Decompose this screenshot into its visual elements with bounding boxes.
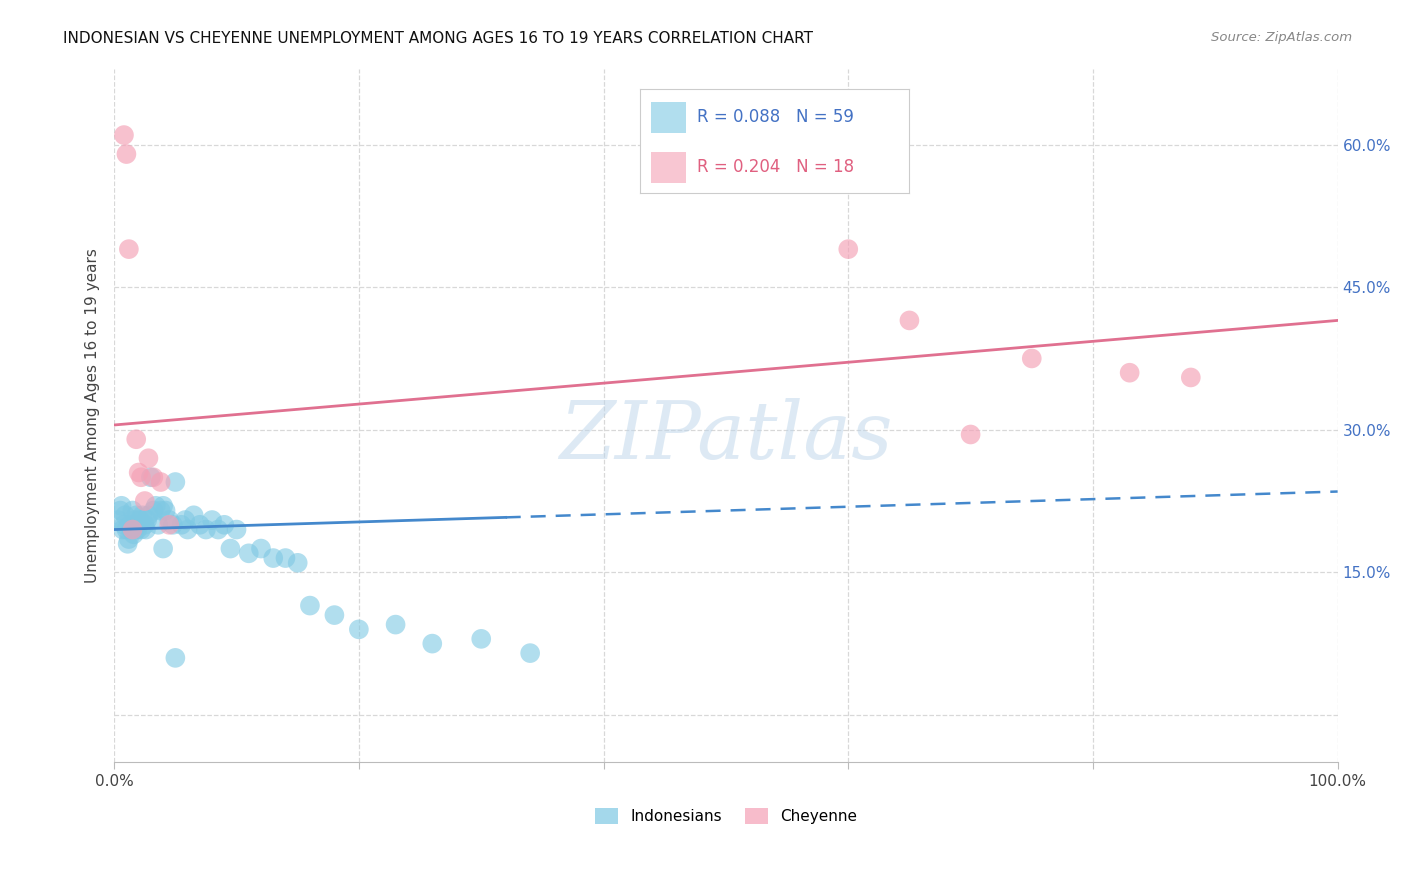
Point xyxy=(176,523,198,537)
Point xyxy=(157,517,180,532)
Point xyxy=(136,513,159,527)
Point xyxy=(274,551,297,566)
Point xyxy=(120,523,142,537)
Point xyxy=(122,527,145,541)
Text: Source: ZipAtlas.com: Source: ZipAtlas.com xyxy=(1212,31,1353,45)
Point xyxy=(110,503,132,517)
Text: INDONESIAN VS CHEYENNE UNEMPLOYMENT AMONG AGES 16 TO 19 YEARS CORRELATION CHART: INDONESIAN VS CHEYENNE UNEMPLOYMENT AMON… xyxy=(63,31,813,46)
Point xyxy=(139,470,162,484)
Point xyxy=(238,546,260,560)
Point xyxy=(107,513,129,527)
Text: ZIPatlas: ZIPatlas xyxy=(560,398,893,475)
Point xyxy=(152,541,174,556)
Point xyxy=(188,517,211,532)
Point xyxy=(114,508,136,523)
Point xyxy=(470,632,492,646)
Point xyxy=(125,508,148,523)
Point xyxy=(125,432,148,446)
Point xyxy=(898,313,921,327)
Point xyxy=(111,523,134,537)
Point xyxy=(174,513,197,527)
Point xyxy=(135,523,157,537)
Point xyxy=(155,503,177,517)
Point xyxy=(121,523,143,537)
Point xyxy=(142,503,165,517)
Point xyxy=(129,470,152,484)
Point xyxy=(225,523,247,537)
Point xyxy=(287,556,309,570)
Point xyxy=(134,517,156,532)
Point xyxy=(250,541,273,556)
Point xyxy=(201,513,224,527)
Point xyxy=(194,523,217,537)
Point xyxy=(142,470,165,484)
Point xyxy=(384,617,406,632)
Point xyxy=(149,475,172,489)
Y-axis label: Unemployment Among Ages 16 to 19 years: Unemployment Among Ages 16 to 19 years xyxy=(86,248,100,582)
Point xyxy=(131,508,153,523)
Point xyxy=(112,517,135,532)
Point xyxy=(420,637,443,651)
Point xyxy=(519,646,541,660)
Point xyxy=(128,517,150,532)
Point xyxy=(115,523,138,537)
Point xyxy=(323,608,346,623)
Point xyxy=(298,599,321,613)
Point xyxy=(347,623,370,637)
Point xyxy=(118,242,141,256)
Point xyxy=(1118,366,1140,380)
Point xyxy=(121,503,143,517)
Point xyxy=(148,517,170,532)
Point xyxy=(1021,351,1043,366)
Point xyxy=(170,517,193,532)
Point xyxy=(115,147,138,161)
Point xyxy=(138,508,160,523)
Point xyxy=(207,523,229,537)
Legend: Indonesians, Cheyenne: Indonesians, Cheyenne xyxy=(595,808,856,824)
Point xyxy=(162,517,184,532)
Point xyxy=(157,513,180,527)
Point xyxy=(110,499,132,513)
Point xyxy=(118,532,141,546)
Point xyxy=(138,451,160,466)
Point xyxy=(183,508,205,523)
Point xyxy=(124,513,146,527)
Point xyxy=(112,128,135,142)
Point xyxy=(129,523,152,537)
Point xyxy=(134,494,156,508)
Point xyxy=(117,537,139,551)
Point xyxy=(128,513,150,527)
Point xyxy=(837,242,859,256)
Point xyxy=(128,466,150,480)
Point xyxy=(165,651,187,665)
Point xyxy=(214,517,236,532)
Point xyxy=(219,541,242,556)
Point xyxy=(120,517,142,532)
Point xyxy=(1180,370,1202,384)
Point xyxy=(127,523,149,537)
Point xyxy=(262,551,284,566)
Point xyxy=(145,499,167,513)
Point xyxy=(959,427,981,442)
Point xyxy=(152,499,174,513)
Point xyxy=(165,475,187,489)
Point xyxy=(149,503,172,517)
